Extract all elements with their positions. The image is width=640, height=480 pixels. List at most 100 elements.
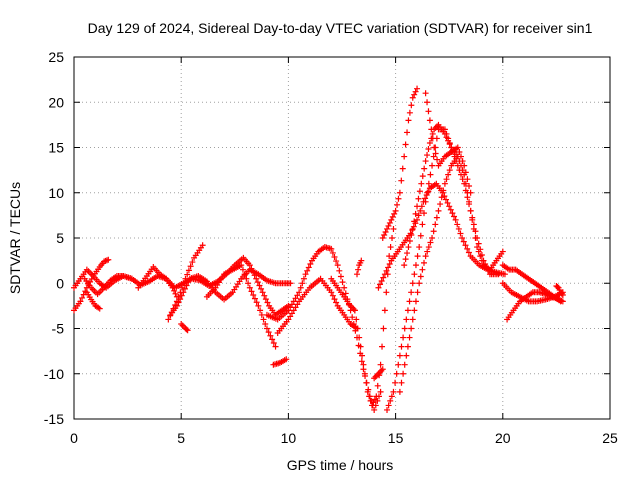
data-point bbox=[456, 149, 463, 156]
data-point bbox=[328, 245, 335, 252]
data-point bbox=[411, 91, 418, 98]
x-tick-label: 20 bbox=[495, 430, 511, 446]
data-point bbox=[441, 130, 448, 137]
data-point bbox=[390, 225, 397, 232]
data-point bbox=[394, 201, 401, 208]
data-point bbox=[267, 332, 274, 339]
data-point bbox=[331, 296, 338, 303]
data-point bbox=[406, 334, 413, 341]
y-tick-label: 10 bbox=[48, 185, 64, 201]
data-point bbox=[426, 117, 433, 124]
data-point bbox=[416, 244, 423, 251]
data-point bbox=[381, 271, 388, 278]
data-point bbox=[559, 292, 566, 299]
data-point bbox=[428, 126, 435, 133]
data-point bbox=[329, 249, 336, 256]
data-point bbox=[357, 343, 364, 350]
y-tick-label: -5 bbox=[52, 321, 65, 337]
data-point bbox=[482, 261, 489, 268]
data-point bbox=[375, 284, 382, 291]
data-point bbox=[390, 388, 397, 395]
data-point bbox=[475, 240, 482, 247]
data-point bbox=[412, 88, 419, 95]
data-point bbox=[399, 165, 406, 172]
data-point bbox=[294, 301, 301, 308]
data-point bbox=[241, 271, 248, 278]
data-point bbox=[269, 336, 276, 343]
data-point bbox=[386, 253, 393, 260]
data-point bbox=[355, 266, 362, 273]
data-point bbox=[353, 316, 360, 323]
data-point bbox=[331, 254, 338, 261]
data-point bbox=[464, 245, 471, 252]
data-point bbox=[377, 361, 384, 368]
data-point bbox=[558, 290, 565, 297]
data-point bbox=[251, 295, 258, 302]
data-point bbox=[419, 221, 426, 228]
data-point bbox=[334, 262, 341, 269]
y-tick-label: 25 bbox=[48, 49, 64, 65]
data-point bbox=[415, 195, 422, 202]
data-point bbox=[384, 406, 391, 413]
data-point bbox=[432, 221, 439, 228]
data-point bbox=[419, 266, 426, 273]
data-point bbox=[238, 262, 245, 269]
series-track-12 bbox=[274, 275, 361, 337]
data-point bbox=[438, 194, 445, 201]
data-point bbox=[184, 327, 191, 334]
data-point bbox=[414, 203, 421, 210]
data-point bbox=[403, 316, 410, 323]
data-point bbox=[404, 307, 411, 314]
data-point bbox=[175, 299, 182, 306]
data-point bbox=[408, 102, 415, 109]
data-point bbox=[270, 339, 277, 346]
data-point bbox=[349, 314, 356, 321]
data-point bbox=[429, 162, 436, 169]
data-point bbox=[385, 402, 392, 409]
series-track-10 bbox=[270, 356, 290, 368]
data-point bbox=[257, 307, 264, 314]
data-point bbox=[388, 216, 395, 223]
data-point bbox=[181, 285, 188, 292]
data-point bbox=[287, 304, 294, 311]
data-point bbox=[380, 325, 387, 332]
data-point bbox=[462, 169, 469, 176]
data-point bbox=[305, 264, 312, 271]
data-point bbox=[441, 180, 448, 187]
x-axis-label: GPS time / hours bbox=[287, 457, 394, 473]
data-point bbox=[265, 329, 272, 336]
data-point bbox=[443, 134, 450, 141]
data-point bbox=[467, 189, 474, 196]
data-point bbox=[258, 311, 265, 318]
data-point bbox=[398, 177, 405, 184]
data-point bbox=[462, 242, 469, 249]
data-point bbox=[465, 249, 472, 256]
data-point bbox=[401, 361, 408, 368]
data-point bbox=[264, 299, 271, 306]
data-point bbox=[404, 129, 411, 136]
data-point bbox=[470, 221, 477, 228]
data-point bbox=[369, 402, 376, 409]
data-point bbox=[435, 207, 442, 214]
data-point bbox=[359, 352, 366, 359]
data-point bbox=[430, 228, 437, 235]
y-tick-label: 20 bbox=[48, 94, 64, 110]
data-point bbox=[457, 153, 464, 160]
data-point bbox=[248, 288, 255, 295]
data-point bbox=[189, 259, 196, 266]
data-point bbox=[417, 232, 424, 239]
data-point bbox=[391, 210, 398, 217]
data-point bbox=[421, 210, 428, 217]
data-point bbox=[245, 280, 252, 287]
series-track-20 bbox=[396, 153, 461, 395]
data-point bbox=[412, 298, 419, 305]
data-point bbox=[409, 280, 416, 287]
data-point bbox=[333, 299, 340, 306]
data-point bbox=[294, 292, 301, 299]
data-point bbox=[258, 285, 265, 292]
data-point bbox=[454, 162, 461, 169]
data-point bbox=[393, 370, 400, 377]
data-point bbox=[254, 279, 261, 286]
data-point bbox=[421, 259, 428, 266]
